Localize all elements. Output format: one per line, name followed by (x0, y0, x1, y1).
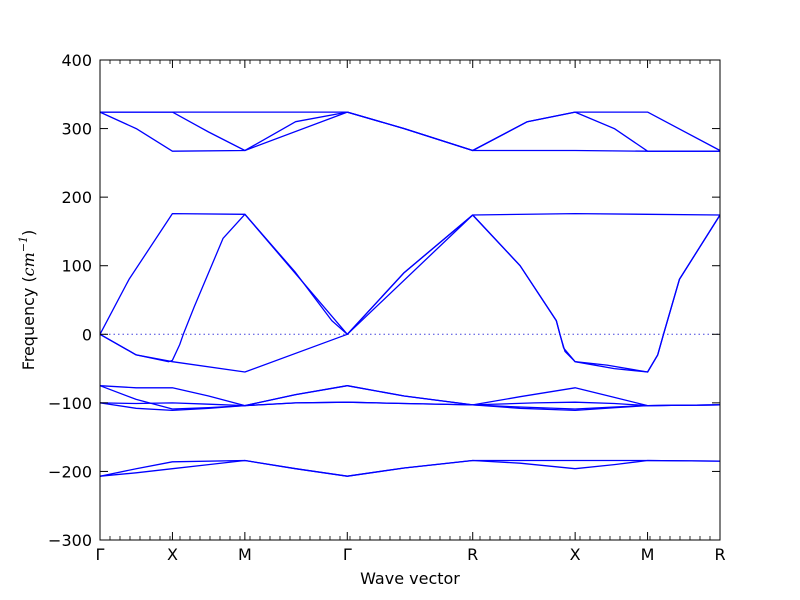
band-line-12 (100, 111, 720, 152)
y-tick-label: −200 (48, 462, 92, 481)
y-axis-label-exponent: −1 (17, 236, 30, 252)
y-axis-label-unit: cm (19, 252, 38, 276)
x-tick-label: R (467, 545, 478, 564)
y-tick-label: 400 (61, 51, 92, 70)
y-axis-label-prefix: Frequency ( (19, 276, 38, 370)
band-line-10 (100, 111, 721, 152)
x-tick-label: X (570, 545, 581, 564)
band-line-5 (99, 385, 721, 407)
band-line-11 (99, 111, 720, 152)
x-tick-label: R (714, 545, 725, 564)
plot-frame (99, 59, 721, 541)
x-tick-label: X (167, 545, 178, 564)
y-tick-label: −300 (48, 531, 92, 550)
x-tick-label: M (641, 545, 655, 564)
y-tick-label: 100 (61, 257, 92, 276)
y-tick-label: 0 (82, 325, 92, 344)
band-line-9 (99, 214, 721, 373)
band-line-6 (99, 385, 721, 410)
x-tick-label: Γ (96, 545, 105, 564)
x-tick-label: M (238, 545, 252, 564)
y-tick-label: 300 (61, 120, 92, 139)
x-axis-label: Wave vector (360, 569, 460, 588)
band-line-8 (99, 212, 721, 335)
y-axis-label-suffix: ) (19, 230, 38, 236)
band-line-7 (99, 213, 721, 373)
y-axis-label: Frequency (cm−1) (17, 230, 38, 371)
y-tick-label: 200 (61, 188, 92, 207)
band-line-2 (99, 459, 721, 477)
band-lines (99, 111, 721, 477)
band-line-4 (99, 401, 721, 407)
y-tick-label: −100 (48, 394, 92, 413)
minor-x-ticks (109, 60, 711, 540)
y-axis-ticks: −300 −200 −100 0 100 200 300 400 (48, 51, 720, 550)
x-tick-label: Γ (343, 545, 352, 564)
